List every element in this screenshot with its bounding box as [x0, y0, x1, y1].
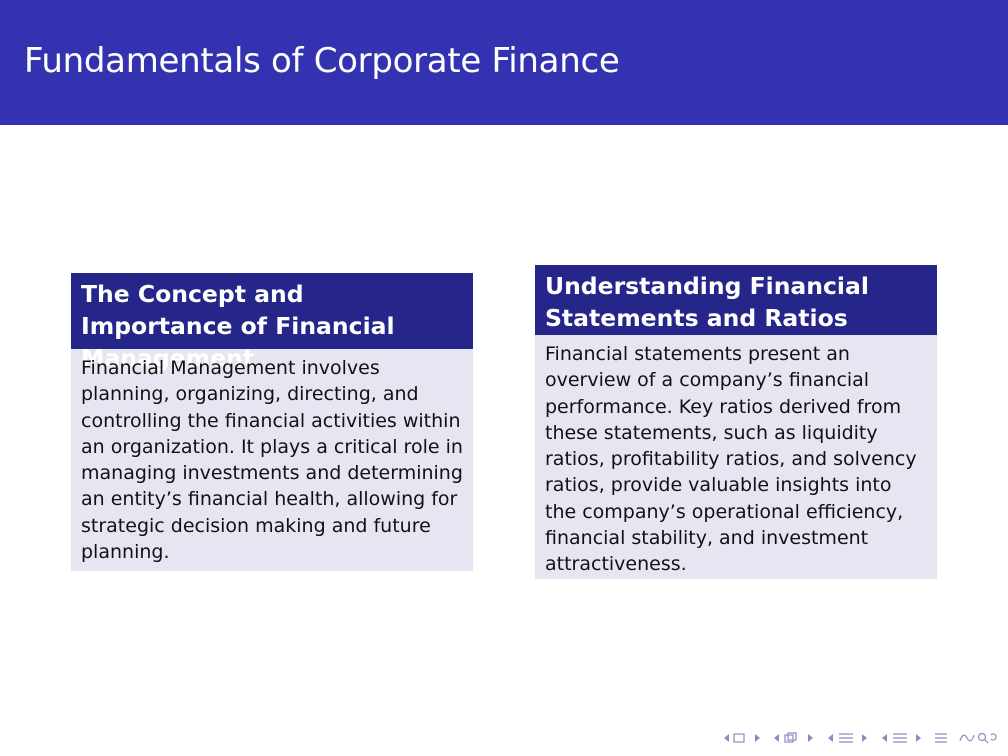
block-financial-statements: Understanding Financial Statements and R…	[535, 265, 937, 579]
nav-align-icon[interactable]	[934, 731, 948, 748]
beamer-navigation	[722, 731, 998, 748]
slide-header: Fundamentals of Corporate Finance	[0, 0, 1008, 125]
block-heading: The Concept and Importance of Financial …	[71, 273, 473, 372]
nav-frame-icon[interactable]	[772, 731, 816, 748]
nav-section-icon[interactable]	[826, 731, 870, 748]
nav-slide-icon[interactable]	[722, 732, 762, 747]
nav-search-icon[interactable]	[958, 731, 998, 748]
block-body-text: Financial Management involves planning, …	[81, 357, 463, 564]
nav-subsection-icon[interactable]	[880, 731, 924, 748]
block-heading: Understanding Financial Statements and R…	[535, 265, 937, 335]
block-financial-management: The Concept and Importance of Financial …	[71, 273, 473, 571]
slide-title: Fundamentals of Corporate Finance	[24, 41, 620, 81]
block-body-text: Financial statements present an overview…	[545, 343, 917, 576]
